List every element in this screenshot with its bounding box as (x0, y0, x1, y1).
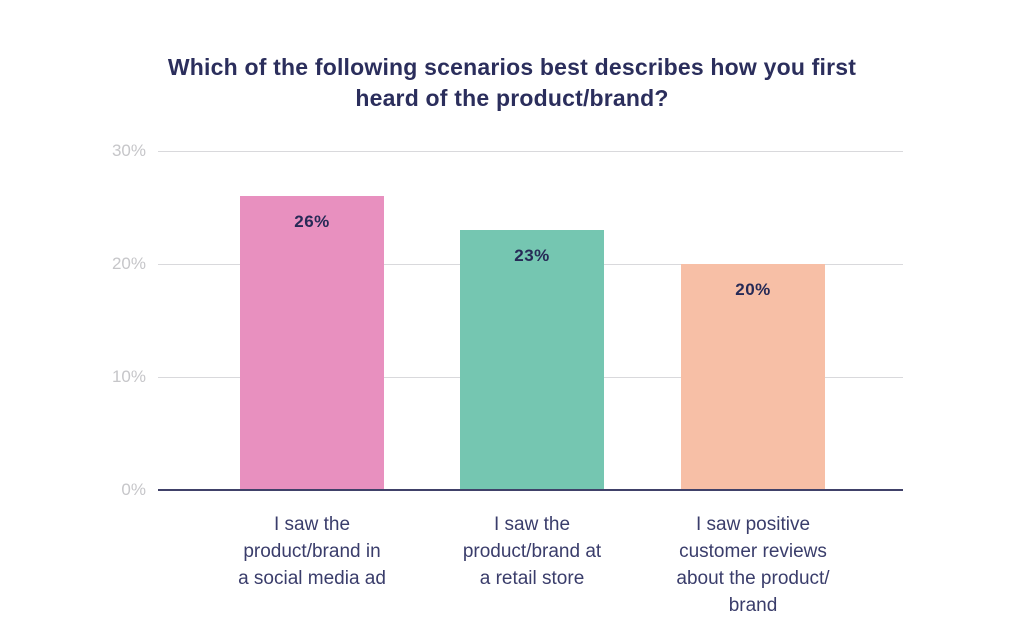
category-label: I saw the product/brand in a social medi… (238, 514, 386, 589)
bar-value-label: 26% (294, 212, 330, 232)
bar-value-label: 20% (735, 280, 771, 299)
bar: 20% (681, 264, 825, 490)
category-label: I saw positive customer reviews about th… (676, 514, 830, 616)
bar: 23% (460, 230, 604, 490)
y-tick-label: 20% (111, 254, 146, 273)
y-tick-label: 30% (111, 141, 146, 160)
chart-title: Which of the following scenarios best de… (167, 54, 857, 111)
y-tick-label: 0% (121, 480, 146, 499)
bar-value-label: 23% (514, 246, 550, 266)
y-tick-label: 10% (111, 367, 146, 386)
gridline (158, 151, 903, 152)
x-axis-line (158, 489, 903, 491)
category-label: I saw the product/brand at a retail stor… (462, 514, 602, 589)
bar: 26% (240, 196, 384, 490)
